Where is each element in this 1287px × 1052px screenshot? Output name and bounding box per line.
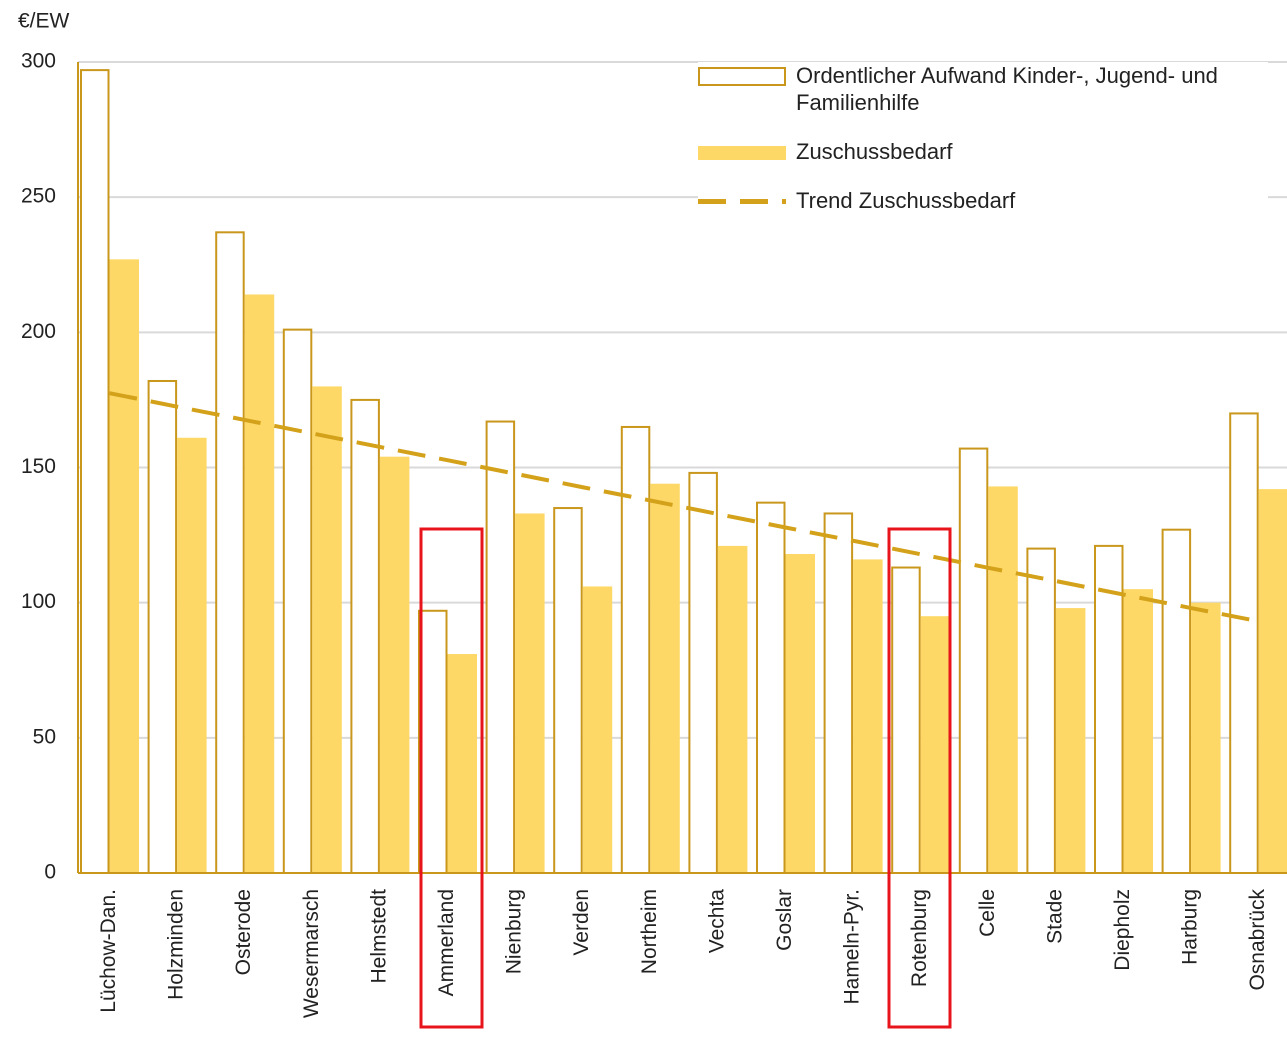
bar xyxy=(215,231,245,874)
y-tick-label: 50 xyxy=(33,725,56,748)
x-tick-label: Diepholz xyxy=(1111,889,1134,971)
x-tick-label: Rotenburg xyxy=(908,889,931,987)
bar xyxy=(485,420,516,874)
x-tick-label: Verden xyxy=(570,889,593,956)
legend-label: Trend Zuschussbedarf xyxy=(796,188,1016,213)
x-tick-label: Nienburg xyxy=(503,889,526,974)
bar xyxy=(177,437,207,873)
y-tick-label: 250 xyxy=(21,185,56,208)
bar xyxy=(1123,589,1153,873)
legend-swatch xyxy=(698,146,786,160)
bar xyxy=(244,294,275,873)
bar xyxy=(312,386,342,873)
y-tick-label: 200 xyxy=(21,320,56,343)
bar xyxy=(988,486,1018,873)
bar xyxy=(1258,489,1287,873)
x-tick-label: Vechta xyxy=(705,889,728,954)
bar xyxy=(379,456,410,873)
bar xyxy=(350,398,380,874)
bar xyxy=(823,512,854,874)
bar xyxy=(756,501,786,874)
legend-label: Ordentlicher Aufwand Kinder-, Jugend- un… xyxy=(796,63,1218,115)
bar xyxy=(717,545,748,873)
x-tick-label: Celle xyxy=(976,889,999,937)
legend: Ordentlicher Aufwand Kinder-, Jugend- un… xyxy=(698,62,1268,236)
bar xyxy=(515,513,545,873)
y-axis-label: €/EW xyxy=(18,10,70,33)
bar xyxy=(1191,602,1221,873)
x-tick-label: Helmstedt xyxy=(367,889,390,984)
bar xyxy=(650,483,680,873)
bar xyxy=(853,559,883,873)
legend-label: Zuschussbedarf xyxy=(796,139,953,164)
bar xyxy=(109,259,139,873)
bar xyxy=(785,554,815,873)
bar xyxy=(920,616,951,873)
bar xyxy=(958,447,989,874)
x-tick-label: Wesermarsch xyxy=(300,889,323,1018)
legend-swatch xyxy=(698,67,786,86)
x-tick-label: Northeim xyxy=(638,889,661,974)
legend-item: Trend Zuschussbedarf xyxy=(698,187,1268,214)
x-tick-label: Holzminden xyxy=(165,889,188,1000)
trend-line xyxy=(109,391,1260,624)
legend-item: Ordentlicher Aufwand Kinder-, Jugend- un… xyxy=(698,62,1268,116)
x-tick-label: Ammerland xyxy=(435,889,458,996)
legend-item: Zuschussbedarf xyxy=(698,138,1268,165)
x-tick-label: Harburg xyxy=(1179,889,1202,965)
bar xyxy=(582,586,613,873)
x-tick-label: Goslar xyxy=(773,889,796,951)
legend-swatch xyxy=(698,199,786,204)
bar xyxy=(553,507,583,874)
x-tick-label: Osterode xyxy=(232,889,255,975)
bar xyxy=(418,609,448,874)
bar xyxy=(1055,608,1086,873)
x-tick-label: Stade xyxy=(1043,889,1066,944)
bar xyxy=(688,471,718,874)
bar xyxy=(1229,412,1259,874)
bar xyxy=(447,654,477,873)
y-tick-label: 300 xyxy=(21,50,56,73)
x-tick-label: Osnabrück xyxy=(1246,889,1269,991)
x-tick-label: Hameln-Pyr. xyxy=(841,889,864,1005)
y-tick-label: 150 xyxy=(21,455,56,478)
y-tick-label: 100 xyxy=(21,590,56,613)
bar xyxy=(1161,528,1192,875)
x-tick-label: Lüchow-Dan. xyxy=(97,889,120,1013)
bar xyxy=(1026,547,1056,874)
bar xyxy=(891,566,921,874)
bar xyxy=(147,379,178,874)
bar xyxy=(80,69,110,875)
bar xyxy=(282,328,313,874)
y-tick-label: 0 xyxy=(44,861,56,884)
